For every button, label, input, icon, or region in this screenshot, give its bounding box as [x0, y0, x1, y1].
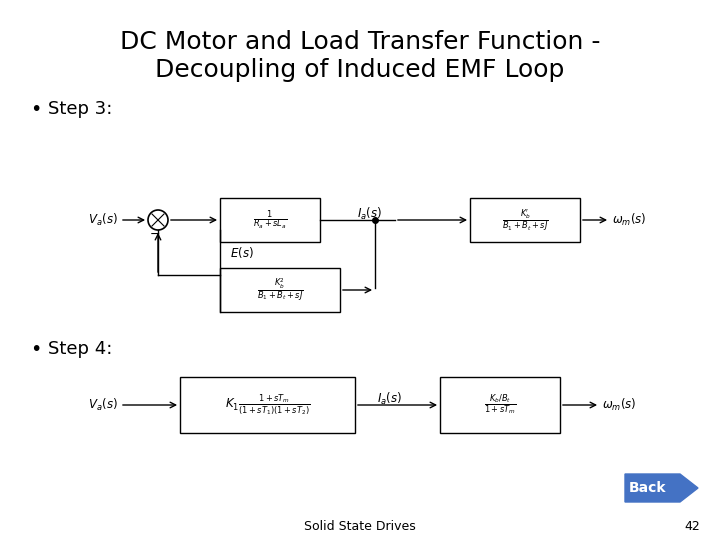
Text: $\frac{K_b^2}{B_1+B_t+sJ}$: $\frac{K_b^2}{B_1+B_t+sJ}$	[257, 277, 303, 303]
Text: •: •	[30, 340, 41, 359]
Text: Back: Back	[629, 481, 667, 495]
Text: 42: 42	[684, 519, 700, 532]
Text: $\omega_m(s)$: $\omega_m(s)$	[612, 212, 647, 228]
FancyBboxPatch shape	[220, 198, 320, 242]
Text: Solid State Drives: Solid State Drives	[304, 519, 416, 532]
Text: $\frac{1}{R_a+sL_a}$: $\frac{1}{R_a+sL_a}$	[253, 208, 287, 232]
Text: $I_a(s)$: $I_a(s)$	[377, 391, 402, 407]
FancyBboxPatch shape	[220, 268, 340, 312]
Text: $I_a(s)$: $I_a(s)$	[357, 206, 382, 222]
Text: $V_a(s)$: $V_a(s)$	[89, 397, 118, 413]
Text: $V_a(s)$: $V_a(s)$	[89, 212, 118, 228]
Text: −: −	[150, 227, 161, 240]
Text: $\frac{K_b/B_t}{1+sT_m}$: $\frac{K_b/B_t}{1+sT_m}$	[484, 393, 516, 417]
Text: Decoupling of Induced EMF Loop: Decoupling of Induced EMF Loop	[156, 58, 564, 82]
FancyBboxPatch shape	[470, 198, 580, 242]
FancyBboxPatch shape	[180, 377, 355, 433]
FancyBboxPatch shape	[440, 377, 560, 433]
Text: $K_1\frac{1+sT_m}{(1+sT_1)(1+sT_2)}$: $K_1\frac{1+sT_m}{(1+sT_1)(1+sT_2)}$	[225, 393, 310, 417]
Text: Step 4:: Step 4:	[48, 340, 112, 358]
Text: Step 3:: Step 3:	[48, 100, 112, 118]
Text: $\omega_m(s)$: $\omega_m(s)$	[602, 397, 636, 413]
Text: $E(s)$: $E(s)$	[230, 245, 253, 260]
FancyArrow shape	[625, 474, 698, 502]
Text: •: •	[30, 100, 41, 119]
Text: $\frac{K_b'}{B_1+B_t+sJ}$: $\frac{K_b'}{B_1+B_t+sJ}$	[502, 207, 549, 233]
Text: DC Motor and Load Transfer Function -: DC Motor and Load Transfer Function -	[120, 30, 600, 54]
